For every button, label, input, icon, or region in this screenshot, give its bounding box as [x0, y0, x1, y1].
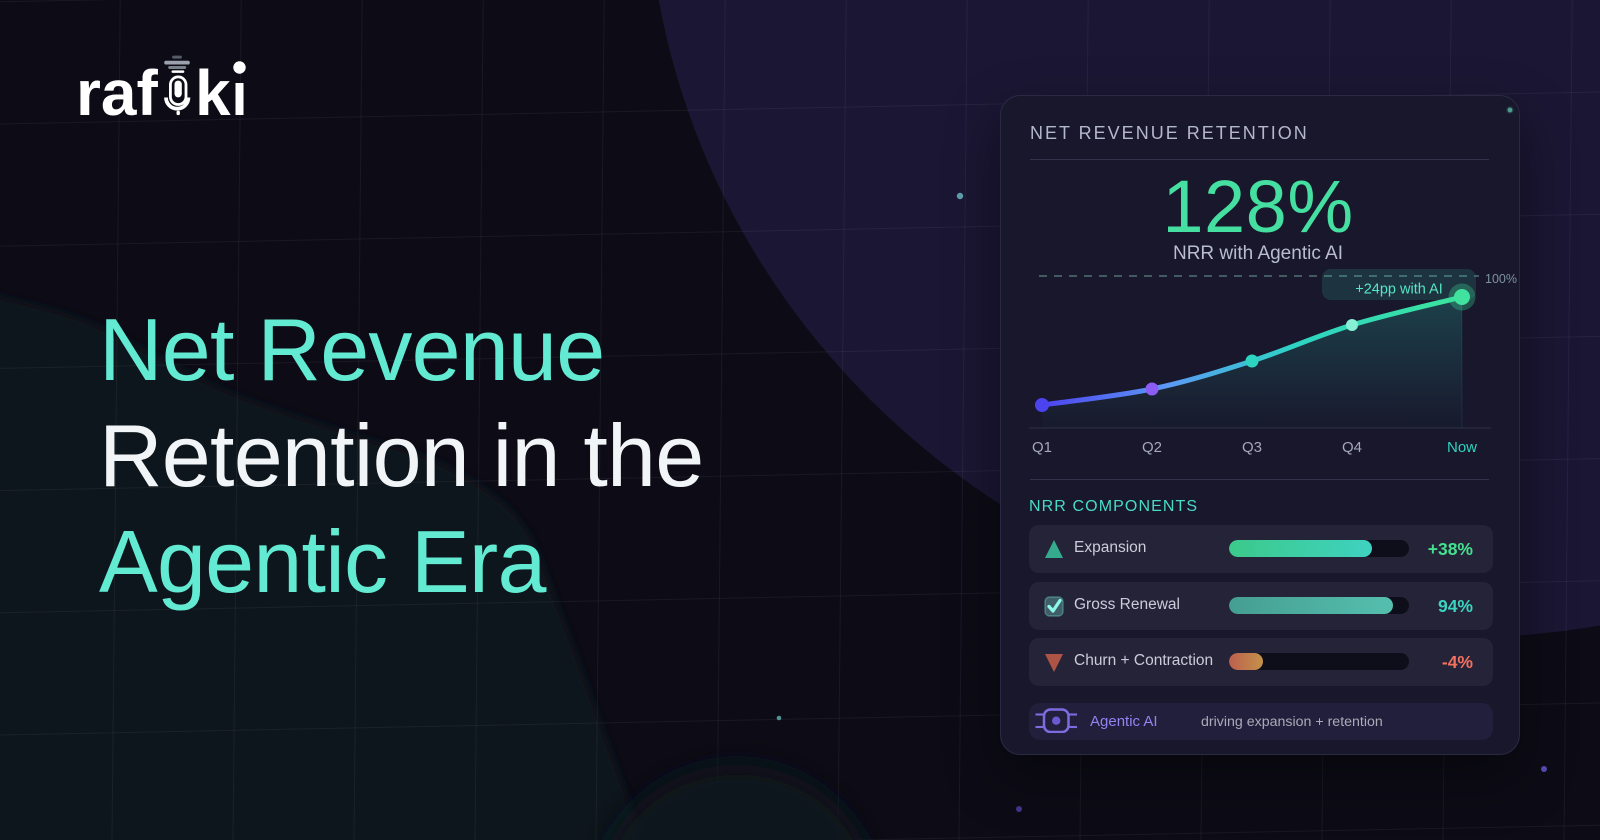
svg-text:k: k — [195, 57, 231, 120]
svg-text:Q3: Q3 — [1242, 439, 1262, 456]
svg-text:+24pp with AI: +24pp with AI — [1355, 282, 1442, 298]
svg-text:Now: Now — [1447, 439, 1477, 456]
svg-text:raf: raf — [79, 57, 159, 120]
svg-text:Q4: Q4 — [1342, 439, 1362, 456]
svg-text:Q2: Q2 — [1142, 439, 1162, 456]
svg-text:Q1: Q1 — [1032, 439, 1052, 456]
